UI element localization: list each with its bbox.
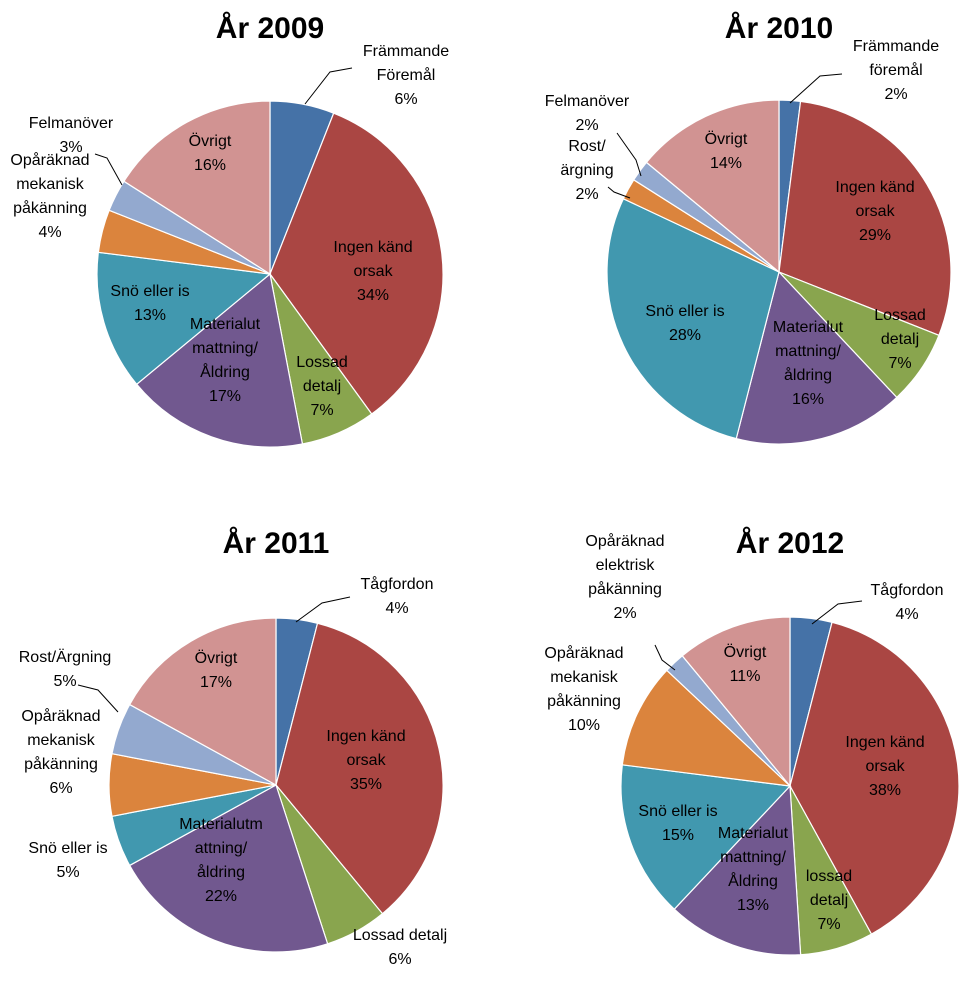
pie-chart-3: År 2011 Tågfordon 4% Ingen känd orsak 35% Loss… — [19, 527, 447, 968]
data-label: Lossad detalj 7% — [874, 307, 926, 372]
pie-slice — [778, 100, 952, 337]
data-label: Främmande Föremål 6% — [363, 43, 449, 108]
pie-slice — [673, 784, 802, 956]
data-label: Främmande föremål 2% — [853, 38, 939, 103]
data-label: Materialutm attning/åldring 22% — [179, 816, 263, 905]
pie-slice — [620, 764, 792, 911]
pie-slice — [645, 99, 780, 274]
data-label: Materialut mattning/Åldring 17% — [190, 316, 261, 405]
leader-line — [77, 684, 119, 713]
data-label: Felmanöver 2% — [545, 93, 630, 134]
data-label: Ingen känd orsak 34% — [333, 239, 412, 304]
data-label: Lossad detalj 7% — [296, 354, 348, 419]
data-label: Tågfordon 4% — [871, 581, 944, 623]
pie-slice — [269, 112, 444, 415]
pie-slice — [681, 616, 791, 788]
leader-line — [607, 186, 631, 199]
leader-line — [789, 73, 843, 104]
data-label: Övrigt 17% — [195, 649, 238, 691]
data-label: lossad detalj 7% — [806, 868, 852, 933]
pie-slice — [606, 197, 780, 440]
chart-title: År 2011 — [223, 527, 330, 560]
leader-line — [616, 132, 642, 177]
pie-slice — [135, 272, 304, 448]
leader-line — [94, 153, 123, 186]
data-label: Ingen känd orsak 38% — [845, 734, 924, 799]
chart-title: År 2012 — [736, 527, 844, 560]
data-label: Lossad detalj 6% — [353, 927, 447, 968]
data-label: Felmanöver 3% — [29, 115, 114, 156]
data-label: Snö eller is 5% — [28, 840, 107, 881]
data-label: Ingen känd orsak 35% — [326, 728, 405, 793]
chart-title: År 2010 — [725, 12, 833, 45]
pie-slice — [128, 784, 329, 953]
pie-slice — [621, 669, 792, 787]
leader-line — [811, 600, 863, 625]
data-label: Övrigt 14% — [705, 130, 748, 172]
data-label: Övrigt 16% — [189, 132, 232, 174]
data-label: Tågfordon 4% — [361, 575, 434, 617]
data-label: Rost/ärgning 2% — [560, 138, 613, 203]
pie-slice — [735, 270, 898, 445]
data-label: Snö eller is 28% — [645, 303, 724, 344]
data-label: Snö eller is 13% — [110, 283, 189, 324]
data-label: Materialut mattning/åldring 16% — [773, 319, 844, 408]
leader-line — [654, 644, 676, 671]
pie-slice — [128, 617, 277, 787]
chart-title: År 2009 — [216, 12, 324, 45]
pie-chart-1: År 2009 Främmande Föremål 6% Ingen känd orsak… — [10, 12, 449, 448]
pie-slice — [789, 621, 960, 935]
pie-slice — [123, 100, 271, 276]
data-label: Övrigt 11% — [724, 643, 767, 685]
pie-slice — [96, 251, 272, 386]
data-label: Materialut mattning/Åldring 13% — [718, 825, 789, 914]
leader-line — [304, 67, 353, 105]
data-label: Opåräknad mekanisk påkänning 4% — [10, 151, 89, 241]
data-label: Opåräknad elektrisk påkänning 2% — [585, 532, 664, 622]
pie-chart-4: År 2012 Tågfordon 4% Ingen känd orsak 38% loss… — [544, 527, 960, 956]
data-label: Snö eller is 15% — [638, 803, 717, 844]
data-label: Rost/Ärgning 5% — [19, 648, 112, 690]
pie-chart-2: År 2010 Främmande föremål 2% Ingen känd orsak… — [545, 12, 952, 445]
data-label: Ingen känd orsak 29% — [835, 179, 914, 244]
data-label: Opåräknad mekanisk påkänning 10% — [544, 644, 623, 734]
pie-slice — [275, 622, 444, 915]
leader-line — [295, 596, 351, 623]
data-label: Opåräknad mekanisk påkänning 6% — [21, 707, 100, 797]
